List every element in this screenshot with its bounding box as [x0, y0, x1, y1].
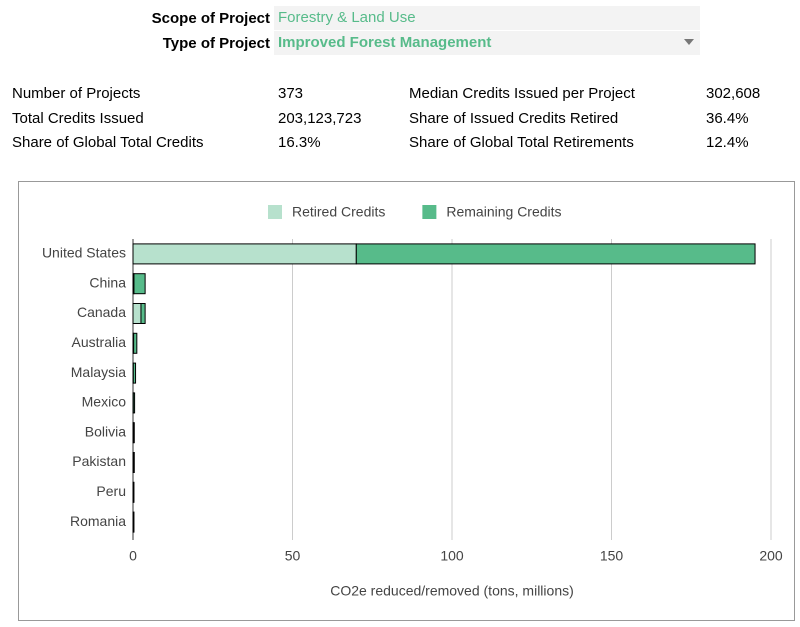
stat-value: 12.4%: [706, 134, 749, 151]
stat-value: 203,123,723: [278, 110, 362, 127]
stat-label: Median Credits Issued per Project: [409, 85, 635, 102]
filter-label: Type of Project: [162, 35, 270, 52]
bar-segment: [133, 332, 138, 354]
x-axis-title: CO2e reduced/removed (tons, millions): [330, 583, 574, 599]
stat-label: Share of Global Total Credits: [12, 134, 204, 151]
filter-value[interactable]: Improved Forest Management: [274, 31, 700, 55]
bar-segment: [132, 303, 142, 324]
stat-value: 36.4%: [706, 110, 749, 127]
stat-value: 302,608: [706, 85, 761, 102]
x-tick-label: 150: [600, 548, 624, 564]
y-tick-label: Bolivia: [85, 423, 126, 439]
bar-segment: [140, 303, 146, 324]
x-tick-label: 200: [759, 548, 783, 564]
y-tick-label: Pakistan: [72, 453, 126, 469]
x-tick-label: 100: [440, 548, 464, 564]
y-tick-label: Malaysia: [71, 364, 126, 380]
bar-segment: [132, 452, 135, 473]
y-tick-label: China: [89, 274, 126, 290]
chart-frame: [18, 181, 795, 621]
bar-segment: [132, 511, 135, 533]
legend-swatch: [268, 205, 282, 219]
x-tick-label: 0: [129, 548, 137, 564]
y-tick-label: United States: [42, 245, 126, 261]
stat-label: Total Credits Issued: [12, 110, 144, 127]
y-tick-label: Romania: [70, 513, 126, 529]
stat-label: Number of Projects: [12, 85, 141, 102]
legend-swatch: [422, 205, 437, 219]
bar-segment: [132, 362, 137, 384]
bar-segment: [133, 273, 146, 295]
y-tick-label: Australia: [72, 334, 127, 350]
y-tick-label: Canada: [77, 304, 126, 320]
stat-value: 16.3%: [278, 134, 321, 151]
y-tick-label: Mexico: [82, 394, 127, 410]
bar-segment: [132, 422, 135, 444]
x-tick-label: 50: [285, 548, 301, 564]
stat-value: 373: [278, 85, 304, 102]
stat-label: Share of Global Total Retirements: [409, 134, 634, 151]
legend-label: Retired Credits: [292, 204, 385, 220]
legend-label: Remaining Credits: [446, 204, 561, 220]
filter-value[interactable]: Forestry & Land Use: [274, 6, 700, 30]
y-tick-label: Peru: [96, 483, 126, 499]
filter-label: Scope of Project: [151, 10, 270, 27]
bar-segment: [132, 392, 136, 414]
bar-segment: [132, 243, 357, 265]
bar-segment: [132, 481, 135, 503]
dropdown-arrow[interactable]: [684, 39, 694, 45]
stat-label: Share of Issued Credits Retired: [409, 110, 619, 127]
bar-segment: [355, 243, 756, 265]
